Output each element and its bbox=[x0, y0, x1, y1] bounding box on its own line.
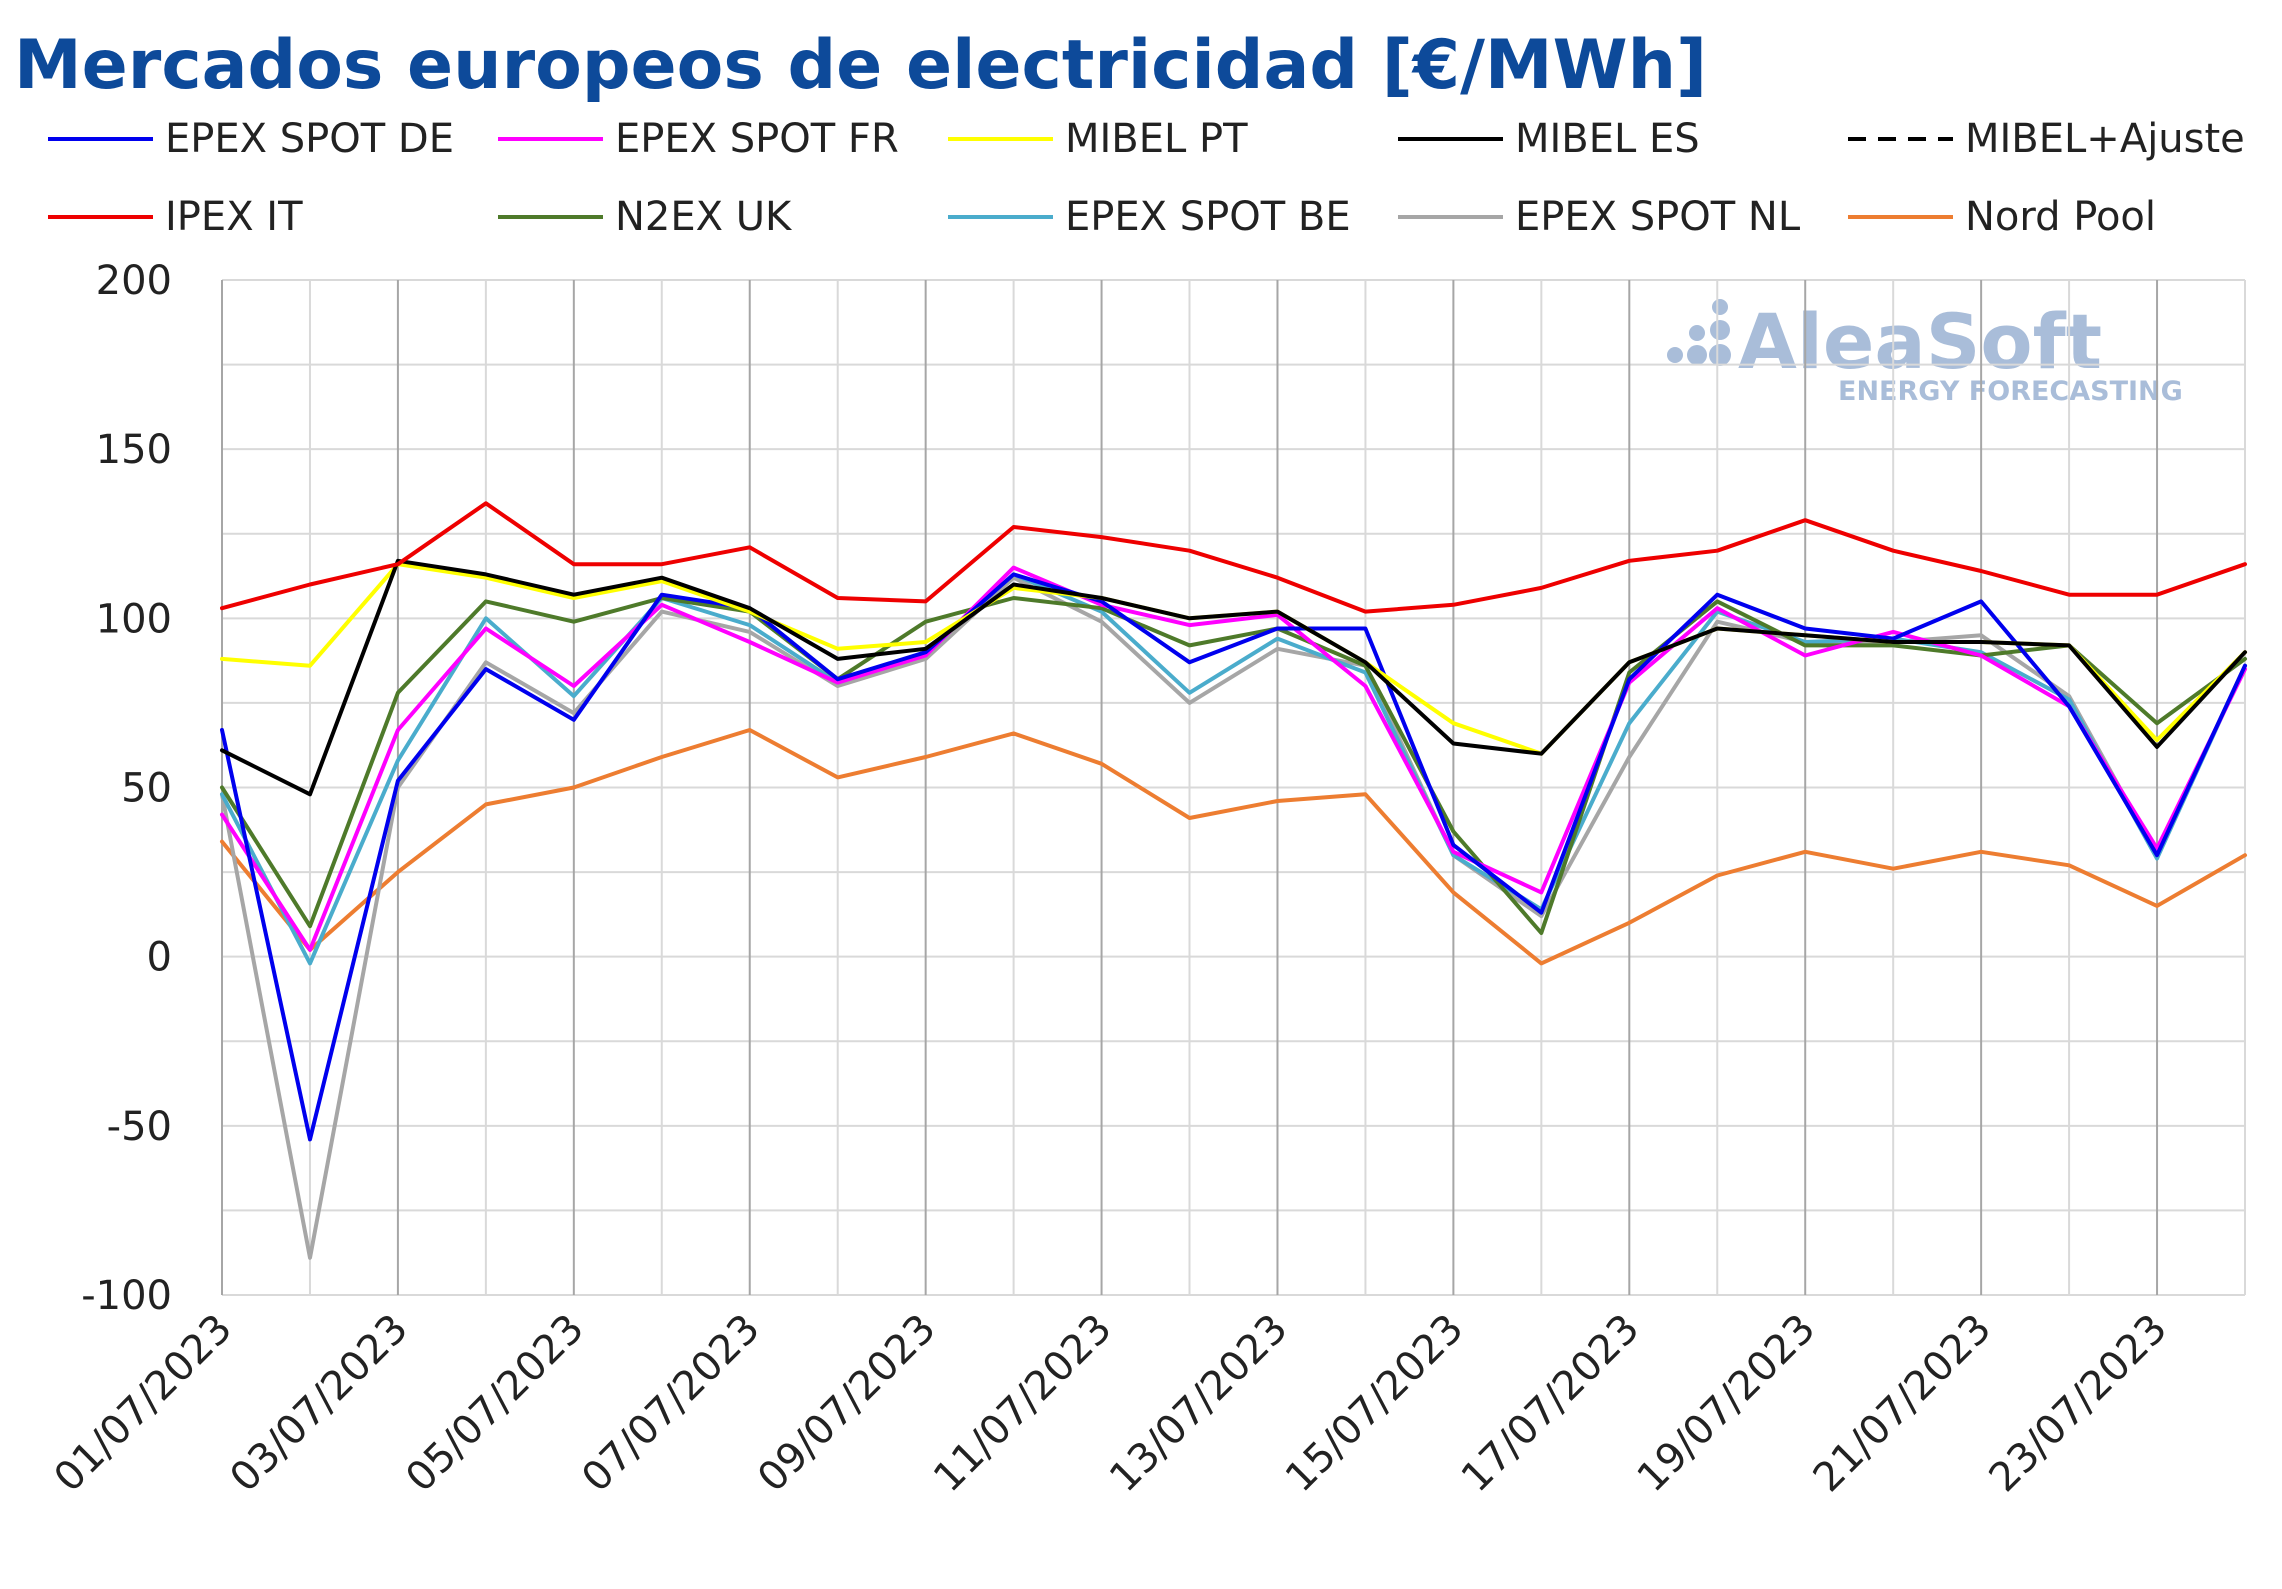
legend-item: IPEX IT bbox=[48, 194, 303, 240]
legend-label: IPEX IT bbox=[165, 194, 303, 240]
series-line-epex-spot-nl bbox=[220, 575, 2247, 1260]
x-tick-label: 03/07/2023 bbox=[221, 1306, 417, 1502]
legend-item: Nord Pool bbox=[1848, 194, 2156, 240]
legend-label: MIBEL ES bbox=[1515, 116, 1700, 162]
x-tick-label: 15/07/2023 bbox=[1277, 1306, 1473, 1502]
y-axis: -100 -50 0 50 100 150 200 bbox=[81, 258, 172, 1319]
grid bbox=[221, 279, 2246, 1296]
y-tick-label: 0 bbox=[147, 935, 172, 981]
x-tick-label: 13/07/2023 bbox=[1101, 1306, 1297, 1502]
chart-title: Mercados europeos de electricidad [€/MWh… bbox=[14, 26, 1707, 105]
legend-item: MIBEL PT bbox=[948, 116, 1248, 162]
series-line-mibel-pt bbox=[220, 562, 2247, 756]
legend-item: MIBEL+Ajuste bbox=[1848, 116, 2245, 162]
y-tick-label: -100 bbox=[81, 1273, 172, 1319]
x-tick-label: 21/07/2023 bbox=[1805, 1306, 2001, 1502]
x-tick-label: 23/07/2023 bbox=[1981, 1306, 2177, 1502]
series-line-epex-spot-be bbox=[220, 572, 2247, 966]
x-tick-label: 11/07/2023 bbox=[925, 1306, 1121, 1502]
y-tick-label: 200 bbox=[96, 258, 172, 304]
x-tick-label: 01/07/2023 bbox=[46, 1306, 242, 1502]
series-line-epex-spot-de bbox=[220, 572, 2247, 1142]
x-tick-label: 17/07/2023 bbox=[1453, 1306, 1649, 1502]
legend-item: EPEX SPOT BE bbox=[948, 194, 1351, 240]
x-axis: 01/07/202303/07/202305/07/202307/07/2023… bbox=[46, 1306, 2177, 1502]
legend-item: EPEX SPOT DE bbox=[48, 116, 454, 162]
legend-label: MIBEL PT bbox=[1065, 116, 1248, 162]
aleasoft-logo-icon bbox=[1667, 299, 1731, 366]
y-tick-label: 100 bbox=[96, 596, 172, 642]
legend-item: MIBEL ES bbox=[1398, 116, 1700, 162]
legend: EPEX SPOT DE EPEX SPOT FR MIBEL PT MIBEL ES… bbox=[48, 116, 2245, 240]
legend-label: N2EX UK bbox=[615, 194, 793, 240]
series-line-ipex-it bbox=[220, 501, 2247, 614]
series-line-mibel-es bbox=[220, 558, 2247, 797]
legend-label: EPEX SPOT BE bbox=[1065, 194, 1351, 240]
legend-label: Nord Pool bbox=[1965, 194, 2156, 240]
x-tick-label: 09/07/2023 bbox=[749, 1306, 945, 1502]
series-layer bbox=[220, 501, 2247, 1260]
y-tick-label: 50 bbox=[121, 766, 172, 812]
legend-item: EPEX SPOT FR bbox=[498, 116, 899, 162]
legend-label: EPEX SPOT DE bbox=[165, 116, 454, 162]
legend-label: EPEX SPOT NL bbox=[1515, 194, 1801, 240]
legend-label: MIBEL+Ajuste bbox=[1965, 116, 2245, 162]
y-tick-label: -50 bbox=[107, 1104, 172, 1150]
aleasoft-watermark: AleaSoft ENERGY FORECASTING bbox=[1667, 297, 2183, 407]
series-line-epex-spot-fr bbox=[220, 565, 2247, 952]
x-tick-label: 19/07/2023 bbox=[1629, 1306, 1825, 1502]
watermark-brand: AleaSoft bbox=[1738, 297, 2102, 386]
watermark-tagline: ENERGY FORECASTING bbox=[1838, 376, 2183, 407]
series-line-n2ex-uk bbox=[220, 596, 2247, 935]
legend-label: EPEX SPOT FR bbox=[615, 116, 899, 162]
series-line-nord-pool bbox=[220, 728, 2247, 966]
y-tick-label: 150 bbox=[96, 427, 172, 473]
x-tick-label: 07/07/2023 bbox=[573, 1306, 769, 1502]
legend-item: EPEX SPOT NL bbox=[1398, 194, 1801, 240]
x-tick-label: 05/07/2023 bbox=[397, 1306, 593, 1502]
legend-item: N2EX UK bbox=[498, 194, 793, 240]
